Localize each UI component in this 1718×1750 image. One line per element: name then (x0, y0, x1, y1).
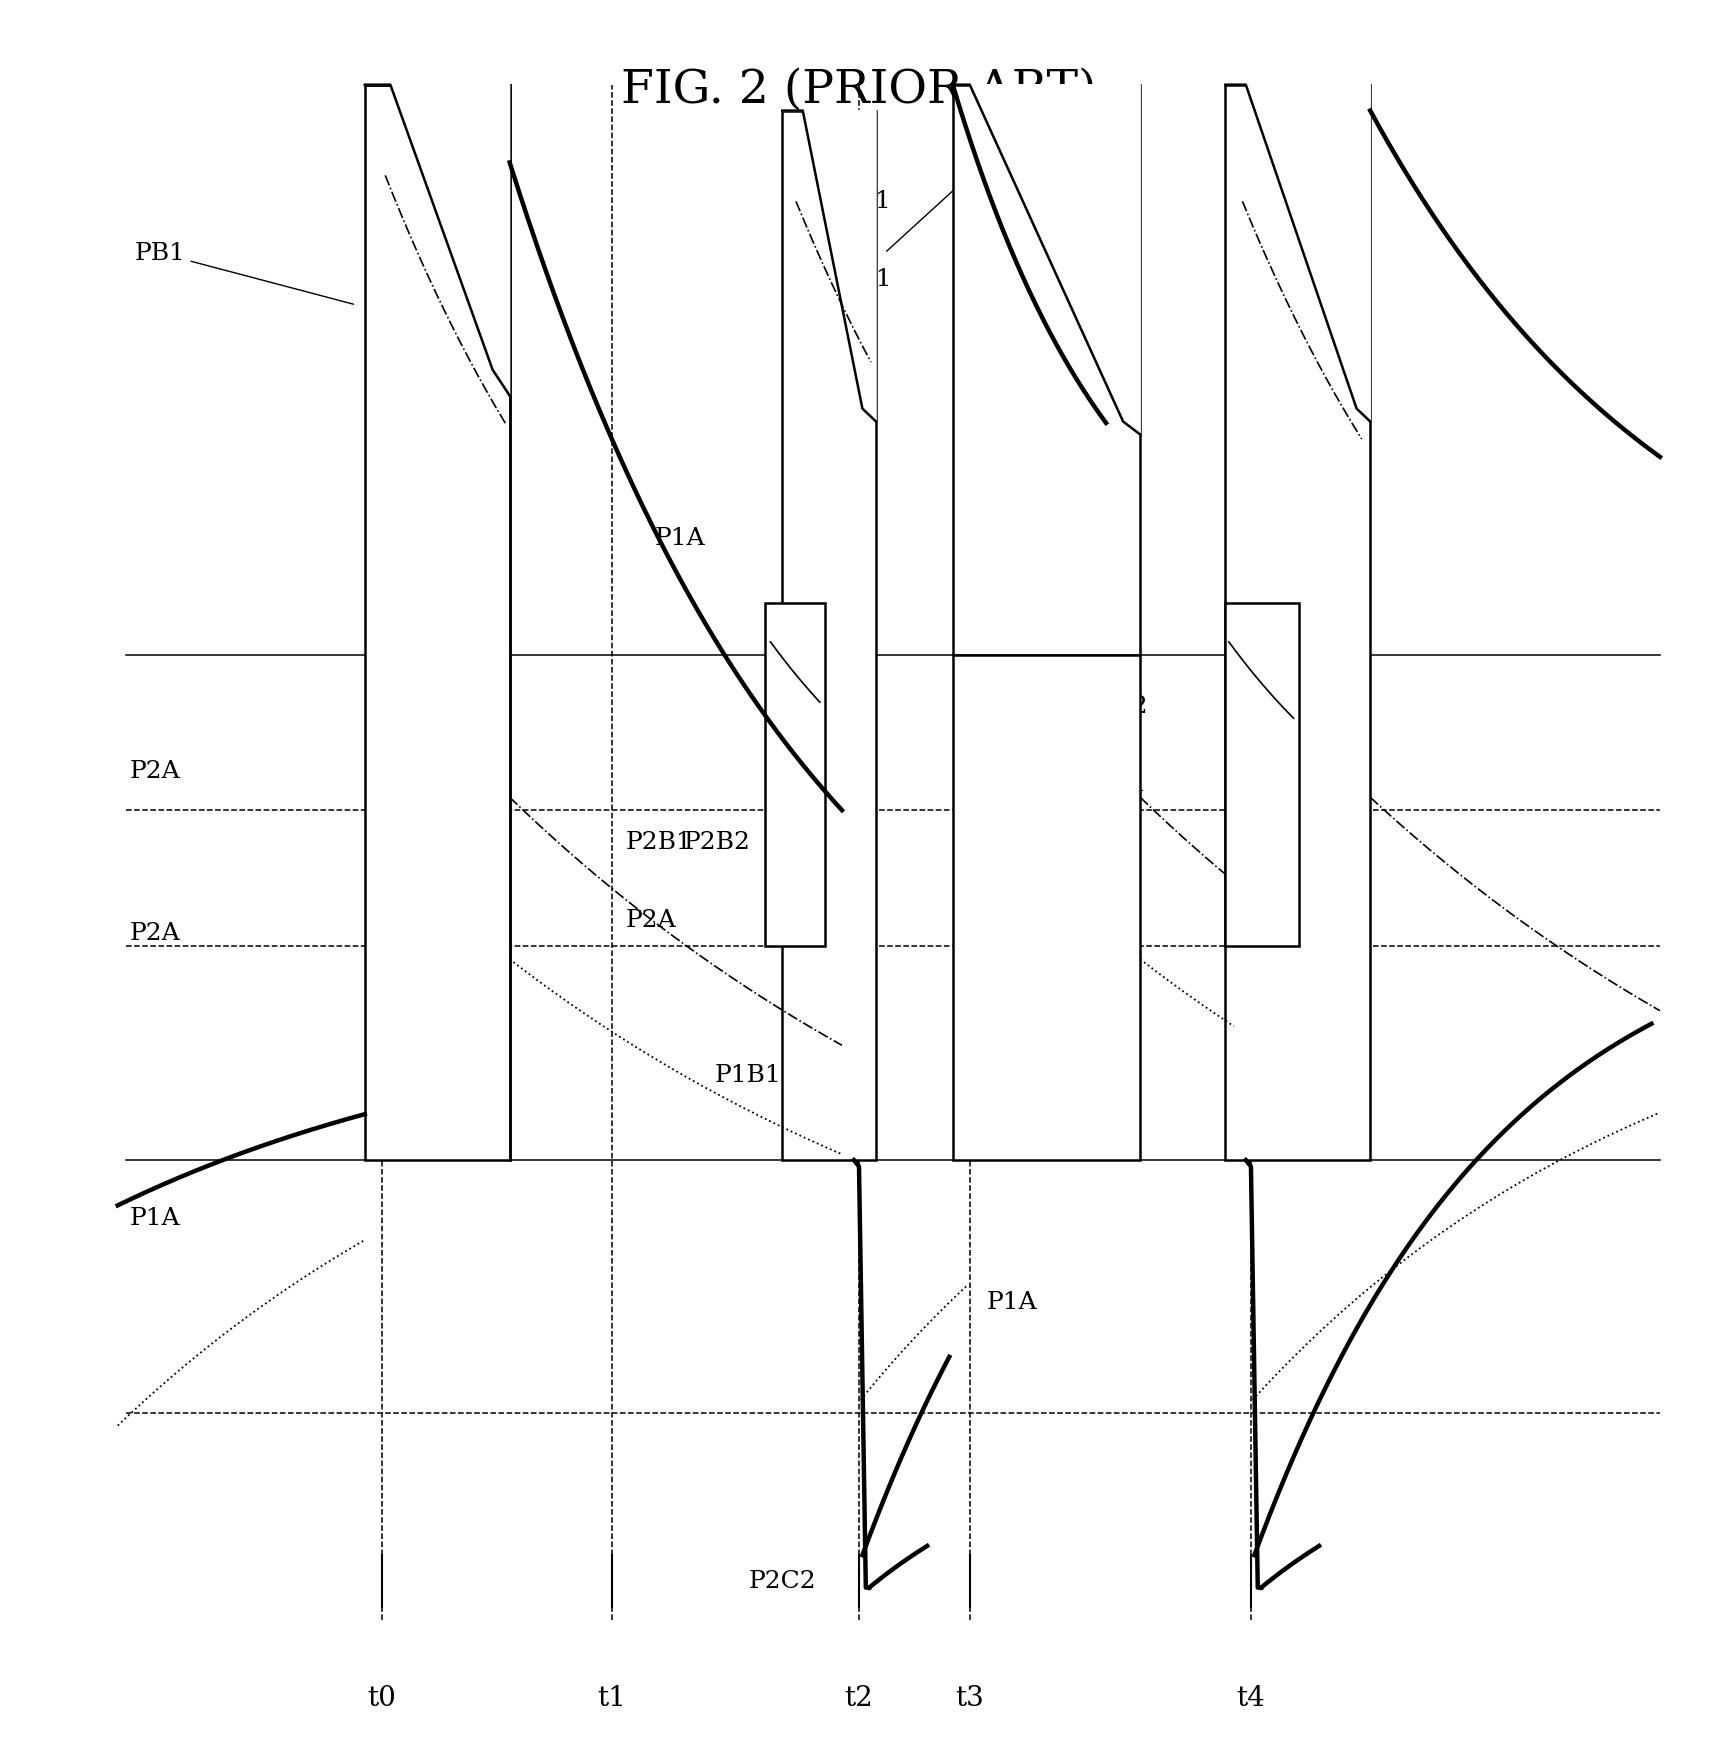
Bar (364, 84, 510, 1160)
Text: P2C2: P2C2 (1081, 695, 1148, 717)
Bar (1225, 84, 1371, 1160)
Text: P1B1: P1B1 (1081, 774, 1148, 796)
Text: FIG. 2 (PRIOR ART): FIG. 2 (PRIOR ART) (622, 68, 1096, 114)
Text: P2B2: P2B2 (684, 831, 751, 854)
Bar (782, 110, 876, 1160)
Text: P2A: P2A (787, 306, 838, 329)
Polygon shape (364, 84, 510, 396)
Text: P2A: P2A (129, 922, 180, 945)
Text: t4: t4 (1237, 1685, 1266, 1712)
Text: t1: t1 (598, 1685, 627, 1712)
Polygon shape (953, 84, 1141, 434)
Text: t3: t3 (955, 1685, 984, 1712)
Text: P1A: P1A (986, 1292, 1038, 1314)
Text: t0: t0 (368, 1685, 397, 1712)
Text: P2C1: P2C1 (825, 268, 892, 290)
Text: PB1: PB1 (134, 242, 354, 304)
Bar (1225, 604, 1299, 947)
Bar (765, 604, 825, 947)
Text: P1A: P1A (129, 1208, 180, 1230)
Text: P2A: P2A (129, 760, 180, 782)
Text: P1B1: P1B1 (715, 1064, 780, 1087)
Polygon shape (1225, 84, 1371, 422)
Text: P2B1: P2B1 (962, 987, 1027, 1010)
Text: P2C2: P2C2 (749, 1570, 816, 1592)
Text: P2A: P2A (625, 908, 677, 931)
Polygon shape (782, 110, 876, 422)
Text: P2B1: P2B1 (825, 189, 892, 214)
Text: P1A: P1A (655, 527, 704, 550)
Text: P2B1: P2B1 (625, 831, 692, 854)
Bar (953, 84, 1141, 654)
Text: P2A: P2A (1081, 896, 1130, 919)
Text: t2: t2 (845, 1685, 873, 1712)
Bar (953, 654, 1141, 1160)
